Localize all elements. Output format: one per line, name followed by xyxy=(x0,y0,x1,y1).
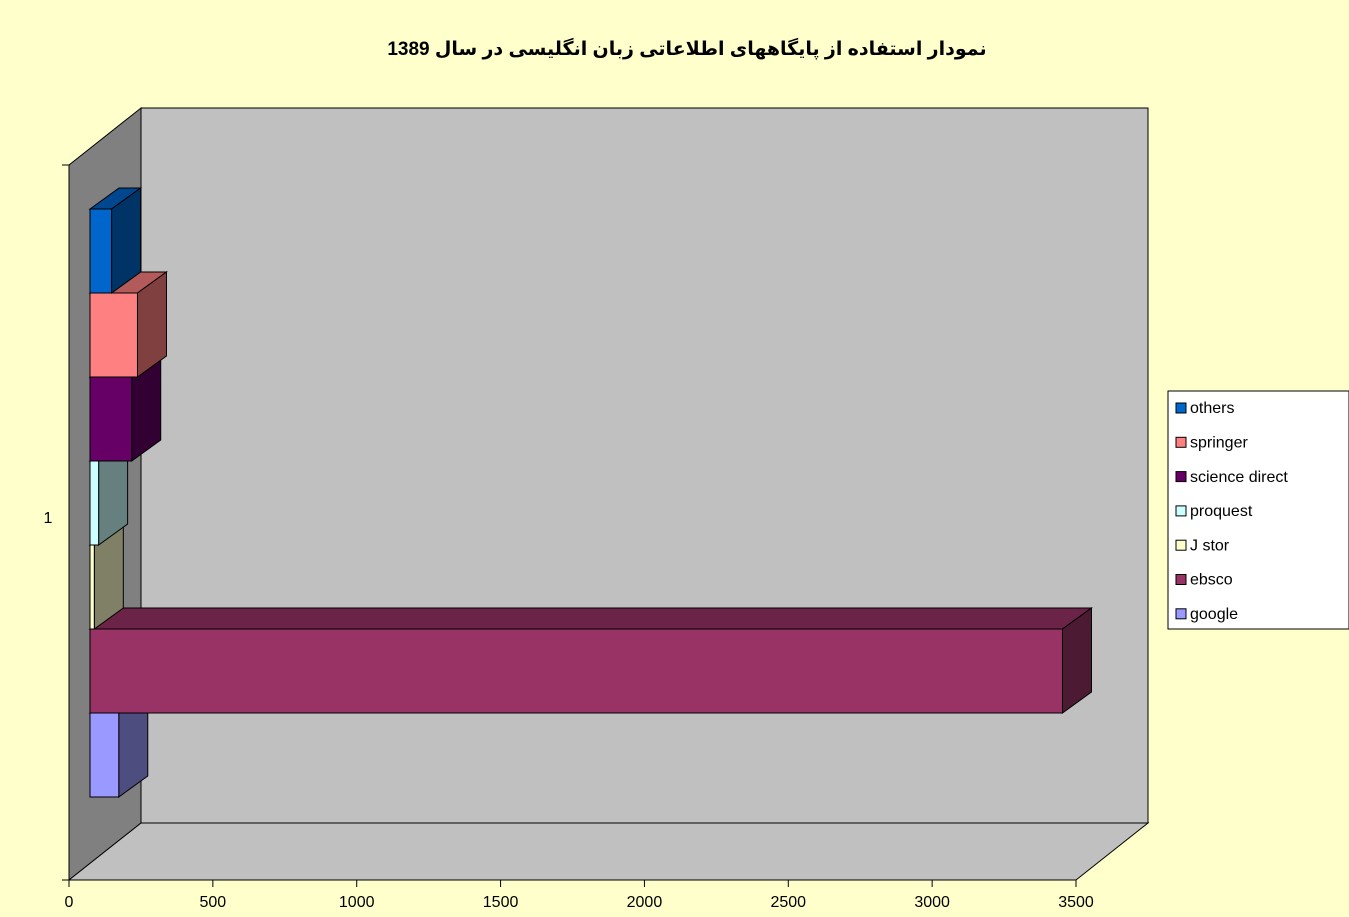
legend-swatch xyxy=(1175,608,1187,620)
x-tick-label: 1500 xyxy=(483,894,519,911)
legend-label: science direct xyxy=(1190,469,1288,486)
legend-label: proquest xyxy=(1190,503,1253,520)
x-tick-label: 2000 xyxy=(627,894,663,911)
bar xyxy=(89,628,1063,714)
legend-label: others xyxy=(1190,400,1234,417)
x-tick-label: 1000 xyxy=(339,894,375,911)
bar xyxy=(89,292,138,378)
legend-swatch xyxy=(1175,436,1187,448)
bar xyxy=(89,712,120,798)
legend-label: ebsco xyxy=(1190,572,1233,589)
legend-swatch xyxy=(1175,471,1187,483)
x-tick-label: 0 xyxy=(65,894,74,911)
legend-label: J stor xyxy=(1190,537,1230,554)
bar xyxy=(89,376,133,462)
x-tick-label: 3000 xyxy=(914,894,950,911)
legend-label: springer xyxy=(1190,435,1248,452)
x-tick-label: 500 xyxy=(200,894,227,911)
legend-swatch xyxy=(1175,402,1187,414)
bar xyxy=(89,460,100,546)
floor xyxy=(67,822,1150,881)
x-tick-label: 2500 xyxy=(770,894,806,911)
bar xyxy=(89,544,95,630)
legend-label: google xyxy=(1190,606,1238,623)
legend-swatch xyxy=(1175,539,1187,551)
x-tick-label: 3500 xyxy=(1058,894,1094,911)
legend-box xyxy=(1167,390,1349,630)
bar-top xyxy=(88,607,1094,630)
legend-swatch xyxy=(1175,574,1187,585)
bar xyxy=(89,208,113,294)
chart-title: نمودار استفاده از پایگاههای اطلاعاتی زبا… xyxy=(387,37,986,60)
legend-swatch xyxy=(1175,505,1187,517)
y-tick-label: 1 xyxy=(44,510,53,527)
back-wall xyxy=(140,107,1149,824)
